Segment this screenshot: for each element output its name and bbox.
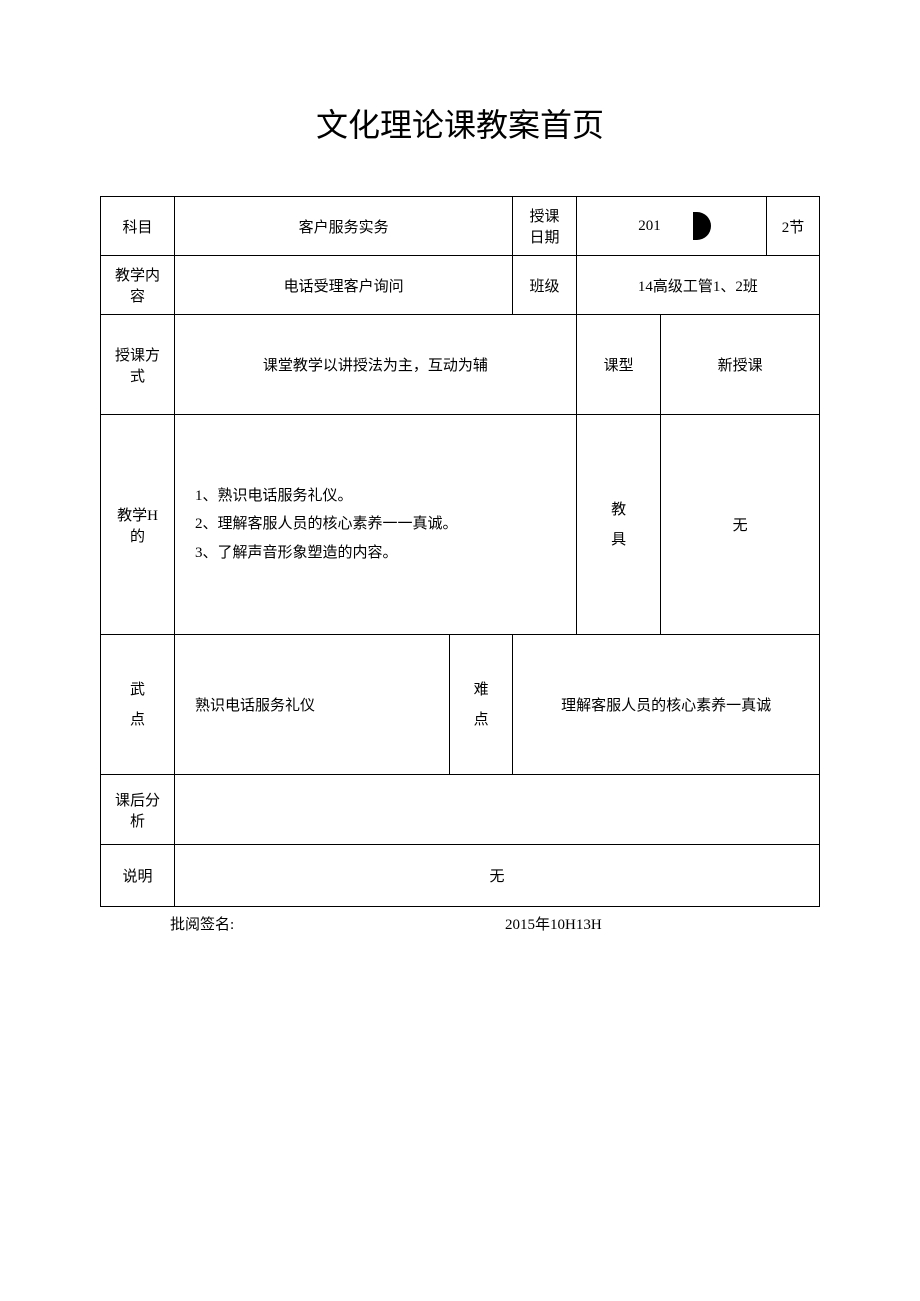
label-content: 教学内容: [101, 256, 175, 315]
value-note: 无: [175, 845, 820, 907]
footer: 批阅签名: 2015年10H13H: [100, 913, 820, 934]
value-tool: 无: [661, 415, 820, 635]
value-objective: 1、熟识电话服务礼仪。 2、理解客服人员的核心素养一一真诚。 3、了解声音形象塑…: [175, 415, 577, 635]
label-keypoint: 武 点: [101, 635, 175, 775]
table-row: 教学H的 1、熟识电话服务礼仪。 2、理解客服人员的核心素养一一真诚。 3、了解…: [101, 415, 820, 635]
table-row: 说明 无: [101, 845, 820, 907]
label-class: 班级: [513, 256, 576, 315]
signature-label: 批阅签名:: [100, 913, 485, 934]
value-method: 课堂教学以讲授法为主，互动为辅: [175, 315, 577, 415]
label-tool: 教 具: [576, 415, 661, 635]
table-row: 授课方式 课堂教学以讲授法为主，互动为辅 课型 新授课: [101, 315, 820, 415]
keypoint-char: 点: [111, 705, 164, 735]
label-subject: 科目: [101, 197, 175, 256]
difficulty-char: 难: [460, 675, 502, 705]
value-subject: 客户服务实务: [175, 197, 513, 256]
table-row: 科目 客户服务实务 授课日期 201 2节: [101, 197, 820, 256]
footer-date: 2015年10H13H: [485, 913, 820, 934]
label-note: 说明: [101, 845, 175, 907]
value-date: 201: [576, 197, 766, 256]
value-class: 14高级工管1、2班: [576, 256, 819, 315]
label-analysis: 课后分析: [101, 775, 175, 845]
value-analysis: [175, 775, 820, 845]
lesson-plan-table: 科目 客户服务实务 授课日期 201 2节 教学内容 电话受理客户询问 班级 1…: [100, 196, 820, 907]
difficulty-char: 点: [460, 705, 502, 735]
page-title: 文化理论课教案首页: [100, 100, 820, 146]
label-objective: 教学H的: [101, 415, 175, 635]
label-type: 课型: [576, 315, 661, 415]
table-row: 教学内容 电话受理客户询问 班级 14高级工管1、2班: [101, 256, 820, 315]
value-sessions: 2节: [767, 197, 820, 256]
label-method: 授课方式: [101, 315, 175, 415]
keypoint-char: 武: [111, 675, 164, 705]
label-date: 授课日期: [513, 197, 576, 256]
objective-line: 2、理解客服人员的核心素养一一真诚。: [195, 510, 566, 539]
table-row: 课后分析: [101, 775, 820, 845]
objective-line: 1、熟识电话服务礼仪。: [195, 482, 566, 511]
value-keypoint: 熟识电话服务礼仪: [175, 635, 450, 775]
value-difficulty: 理解客服人员的核心素养一真诚: [513, 635, 820, 775]
tool-char: 教: [587, 495, 651, 525]
objective-line: 3、了解声音形象塑造的内容。: [195, 539, 566, 568]
tool-char: 具: [587, 525, 651, 555]
value-content: 电话受理客户询问: [175, 256, 513, 315]
table-row: 武 点 熟识电话服务礼仪 难 点 理解客服人员的核心素养一真诚: [101, 635, 820, 775]
label-difficulty: 难 点: [449, 635, 512, 775]
value-type: 新授课: [661, 315, 820, 415]
date-year-text: 201: [632, 218, 661, 234]
date-mark-icon: [693, 212, 711, 240]
